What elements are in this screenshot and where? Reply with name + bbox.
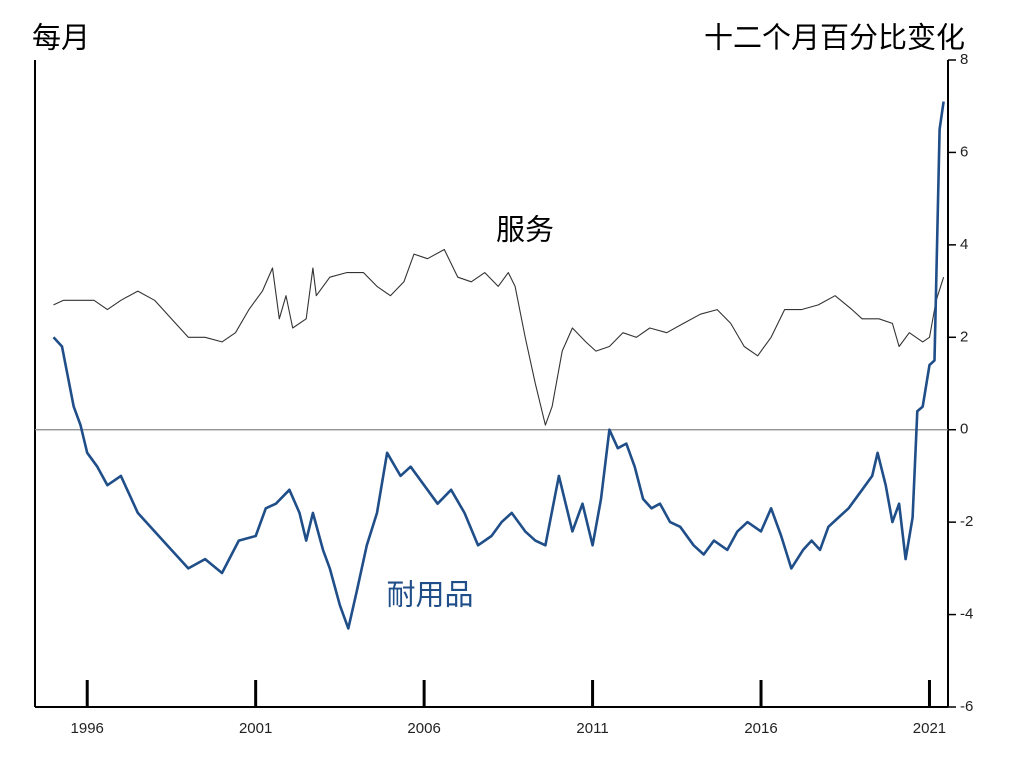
subtitle: 每月 [32,22,90,55]
line [52,101,945,630]
y-tick-label: -6 [960,698,973,715]
x-tick-label: 1996 [71,720,104,737]
y-tick-label: -2 [960,513,973,530]
y-tick-label: -4 [960,606,973,623]
x-tick-label: 2001 [239,720,272,737]
x-tick-label: 2011 [576,720,608,737]
y-tick-label: 0 [960,421,968,438]
series-label: 耐用品 [386,579,473,612]
y-axis-title: 十二个月百分比变化 [704,22,965,55]
x-tick-label: 2006 [407,720,440,737]
x-tick-label: 2021 [913,720,946,737]
y-tick-label: 2 [960,328,968,345]
series-label: 服务 [496,214,554,247]
y-tick-label: 6 [960,143,968,160]
y-tick-label: 8 [960,51,968,68]
y-tick-label: 4 [960,236,968,253]
x-tick-label: 2016 [744,720,777,737]
line [53,248,945,426]
